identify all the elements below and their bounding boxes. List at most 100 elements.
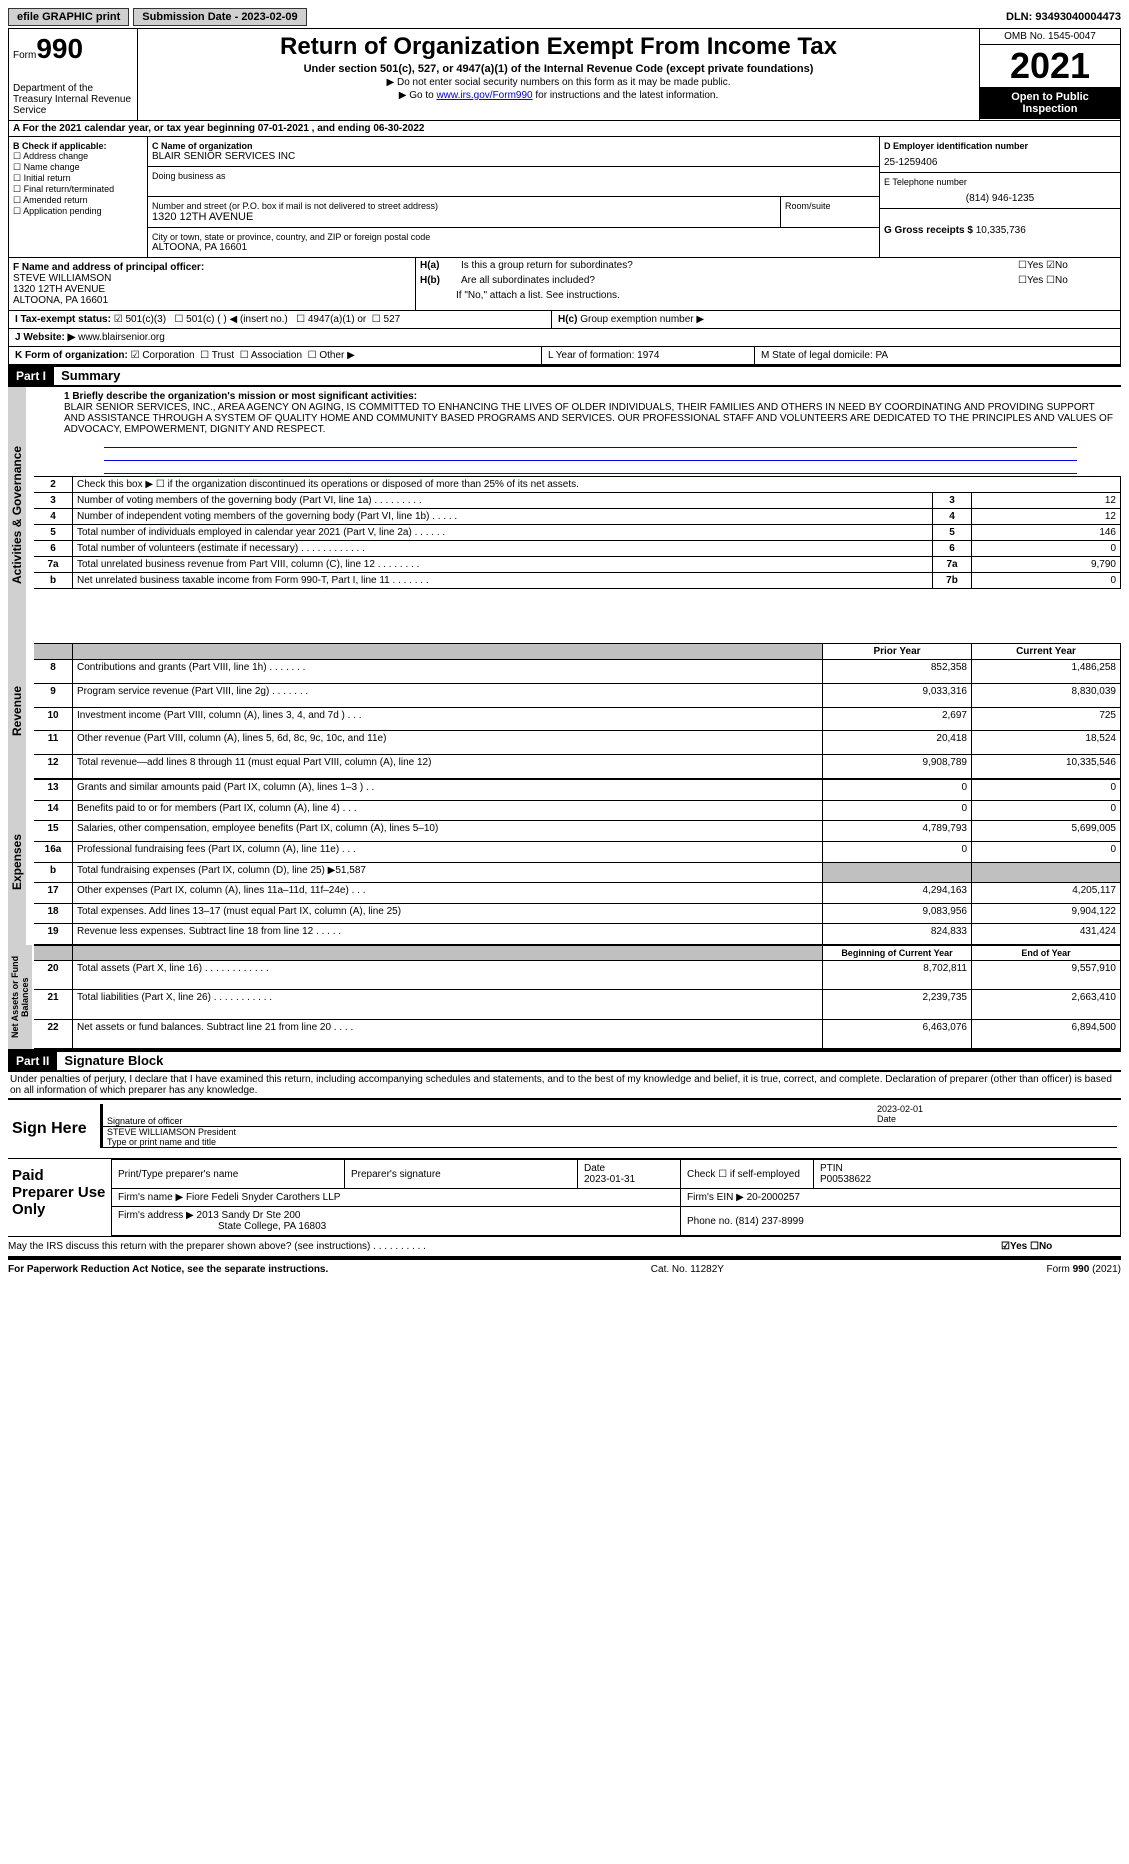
addr: 1320 12TH AVENUE — [152, 211, 776, 223]
part2-bar: Part II Signature Block — [8, 1051, 1121, 1072]
k-corp[interactable]: Corporation — [131, 350, 195, 361]
expenses-table: 13Grants and similar amounts paid (Part … — [34, 779, 1121, 945]
prep-check[interactable]: Check ☐ if self-employed — [681, 1160, 814, 1189]
paid-block: Paid Preparer Use Only Print/Type prepar… — [8, 1158, 1121, 1237]
city: ALTOONA, PA 16601 — [152, 242, 875, 253]
tel: (814) 946-1235 — [884, 187, 1116, 204]
i-501c[interactable]: 501(c) ( ) ◀ (insert no.) — [174, 314, 287, 325]
firm-name: Fiore Fedeli Snyder Carothers LLP — [186, 1192, 341, 1203]
part2-title: Signature Block — [60, 1053, 163, 1068]
part1-bar: Part I Summary — [8, 366, 1121, 387]
prep-sig-label: Preparer's signature — [345, 1160, 578, 1189]
firm-ein-label: Firm's EIN ▶ — [687, 1192, 744, 1203]
gov-row: 4Number of independent voting members of… — [34, 509, 1121, 525]
chk-pending[interactable]: Application pending — [13, 206, 143, 217]
paid-label: Paid Preparer Use Only — [8, 1159, 111, 1236]
note-link: ▶ Go to www.irs.gov/Form990 for instruct… — [142, 90, 975, 101]
firm-addr1: 2013 Sandy Dr Ste 200 — [197, 1210, 301, 1221]
sign-block: Sign Here Signature of officer 2023-02-0… — [8, 1098, 1121, 1158]
col-b-title: B Check if applicable: — [13, 141, 143, 151]
gov-row: 6Total number of volunteers (estimate if… — [34, 541, 1121, 557]
sig-date-label: Date — [877, 1114, 896, 1124]
k-trust[interactable]: Trust — [200, 350, 234, 361]
begin-header: Beginning of Current Year — [823, 946, 972, 961]
mission-label: 1 Briefly describe the organization's mi… — [64, 391, 1117, 402]
omb: OMB No. 1545-0047 — [980, 29, 1120, 45]
chk-address[interactable]: Address change — [13, 151, 143, 162]
ha-text: Is this a group return for subordinates? — [459, 258, 1016, 273]
i-501c3[interactable]: 501(c)(3) — [114, 314, 166, 325]
hc-text: Group exemption number ▶ — [580, 314, 704, 325]
discuss-yesno[interactable]: ☑Yes ☐No — [1001, 1241, 1121, 1252]
dept: Department of the Treasury Internal Reve… — [13, 83, 133, 116]
form-header: Form990 Department of the Treasury Inter… — [8, 28, 1121, 121]
addr-label: Number and street (or P.O. box if mail i… — [152, 201, 776, 211]
firm-name-label: Firm's name ▶ — [118, 1192, 183, 1203]
hb-note: If "No," attach a list. See instructions… — [416, 288, 1120, 303]
declaration: Under penalties of perjury, I declare th… — [8, 1072, 1121, 1098]
i-527[interactable]: 527 — [372, 314, 400, 325]
footer-right: Form 990 (2021) — [1047, 1264, 1121, 1275]
chk-final[interactable]: Final return/terminated — [13, 184, 143, 195]
form-title: Return of Organization Exempt From Incom… — [142, 33, 975, 61]
gross: 10,335,736 — [976, 225, 1026, 236]
col-h: H(a) Is this a group return for subordin… — [416, 258, 1120, 310]
chk-name[interactable]: Name change — [13, 162, 143, 173]
i-label: I Tax-exempt status: — [15, 314, 111, 325]
part1-header: Part I — [8, 367, 54, 385]
current-header: Current Year — [972, 644, 1121, 660]
col-c: C Name of organization BLAIR SENIOR SERV… — [148, 137, 879, 257]
chk-amended[interactable]: Amended return — [13, 195, 143, 206]
exp-row: 14Benefits paid to or for members (Part … — [34, 800, 1121, 821]
ein: 25-1259406 — [884, 151, 1116, 168]
k-assoc[interactable]: Association — [240, 350, 302, 361]
hb-text: Are all subordinates included? — [459, 273, 1016, 288]
sig-date: 2023-02-01 — [877, 1104, 1117, 1114]
main-info: B Check if applicable: Address change Na… — [8, 137, 1121, 258]
exp-row: 18Total expenses. Add lines 13–17 (must … — [34, 903, 1121, 924]
exp-row: 19Revenue less expenses. Subtract line 1… — [34, 924, 1121, 945]
submission-btn[interactable]: Submission Date - 2023-02-09 — [133, 8, 306, 26]
tax-year: 2021 — [980, 45, 1120, 87]
part2-header: Part II — [8, 1052, 57, 1070]
i-4947[interactable]: 4947(a)(1) or — [296, 314, 366, 325]
gov-row: bNet unrelated business taxable income f… — [34, 573, 1121, 589]
discuss-text: May the IRS discuss this return with the… — [8, 1241, 1001, 1252]
hc-label: H(c) — [558, 314, 577, 325]
end-header: End of Year — [972, 946, 1121, 961]
j-label: J Website: ▶ — [15, 332, 75, 343]
col-d: D Employer identification number 25-1259… — [879, 137, 1120, 257]
ptin: P00538622 — [820, 1174, 871, 1185]
row-i: I Tax-exempt status: 501(c)(3) 501(c) ( … — [8, 311, 1121, 329]
efile-btn[interactable]: efile GRAPHIC print — [8, 8, 129, 26]
row-m: M State of legal domicile: PA — [755, 347, 1120, 364]
net-row: 20Total assets (Part X, line 16) . . . .… — [34, 961, 1121, 990]
row-k: K Form of organization: Corporation Trus… — [8, 347, 1121, 366]
side-expenses: Expenses — [8, 779, 34, 945]
k-label: K Form of organization: — [15, 350, 128, 361]
ein-label: D Employer identification number — [884, 141, 1116, 151]
ha-yesno[interactable]: ☐Yes ☑No — [1016, 258, 1120, 273]
chk-initial[interactable]: Initial return — [13, 173, 143, 184]
gov-table: 2Check this box ▶ ☐ if the organization … — [34, 476, 1121, 589]
part1-title: Summary — [57, 368, 120, 383]
hb-yesno[interactable]: ☐Yes ☐No — [1016, 273, 1120, 288]
rev-row: 10Investment income (Part VIII, column (… — [34, 707, 1121, 731]
row-a: A For the 2021 calendar year, or tax yea… — [8, 121, 1121, 137]
exp-row: 16aProfessional fundraising fees (Part I… — [34, 841, 1121, 862]
rev-row: 9Program service revenue (Part VIII, lin… — [34, 683, 1121, 707]
f-name: STEVE WILLIAMSON — [13, 273, 411, 284]
form-word: Form — [13, 50, 36, 61]
city-label: City or town, state or province, country… — [152, 232, 875, 242]
exp-row: 17Other expenses (Part IX, column (A), l… — [34, 883, 1121, 904]
form-subtitle: Under section 501(c), 527, or 4947(a)(1)… — [142, 63, 975, 75]
phone: (814) 237-8999 — [735, 1216, 803, 1227]
irs-link[interactable]: www.irs.gov/Form990 — [436, 90, 532, 101]
gov-row: 2Check this box ▶ ☐ if the organization … — [34, 477, 1121, 493]
name-label: C Name of organization — [152, 141, 875, 151]
prep-date-label: Date — [584, 1163, 605, 1174]
k-other[interactable]: Other ▶ — [308, 350, 355, 361]
top-bar: efile GRAPHIC print Submission Date - 20… — [8, 8, 1121, 26]
sig-name: STEVE WILLIAMSON President — [107, 1127, 1117, 1137]
firm-addr2: State College, PA 16803 — [118, 1221, 326, 1232]
